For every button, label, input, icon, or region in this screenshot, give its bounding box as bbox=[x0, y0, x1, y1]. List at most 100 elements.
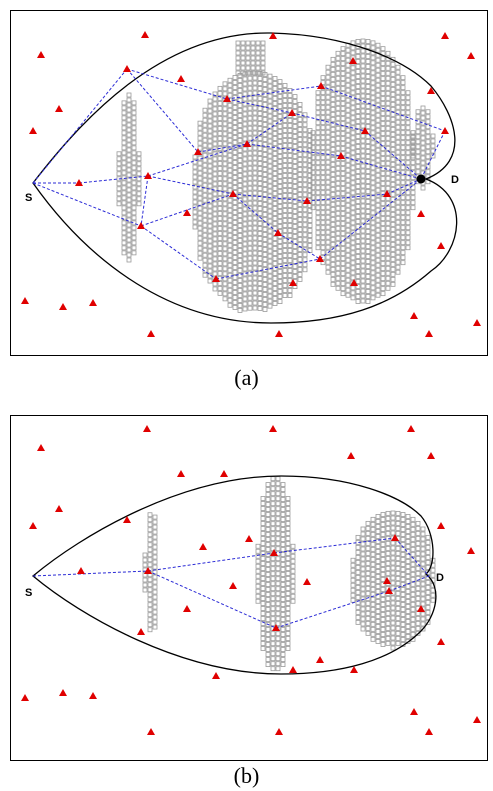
obstacle-cell bbox=[345, 207, 351, 213]
obstacle-cell bbox=[292, 274, 298, 279]
obstacle-cell bbox=[385, 160, 391, 166]
obstacle-cell bbox=[222, 271, 228, 277]
source-label: S bbox=[25, 192, 32, 204]
obstacle-cell bbox=[325, 264, 331, 270]
obstacle-cell bbox=[252, 135, 258, 141]
obstacle-cell bbox=[320, 200, 326, 206]
obstacle-cell bbox=[282, 223, 288, 228]
obstacle-cell bbox=[292, 269, 298, 274]
obstacle-cell bbox=[287, 228, 293, 233]
obstacle-cell bbox=[292, 229, 298, 234]
obstacle-cell bbox=[232, 110, 238, 115]
obstacle-cell bbox=[242, 276, 248, 282]
obstacle-cell bbox=[280, 632, 286, 637]
obstacle-cell bbox=[360, 163, 366, 169]
obstacle-cell bbox=[380, 66, 386, 72]
obstacle-cell bbox=[365, 550, 371, 556]
obstacle-cell bbox=[355, 299, 361, 304]
obstacle-cell bbox=[262, 127, 268, 132]
obstacle-cell bbox=[280, 482, 286, 487]
obstacle-cell bbox=[425, 169, 431, 175]
obstacle-cell bbox=[350, 275, 356, 281]
obstacle-cell bbox=[227, 177, 233, 183]
obstacle-cell bbox=[285, 646, 291, 651]
obstacle-cell bbox=[232, 215, 238, 220]
obstacle-cell bbox=[262, 202, 268, 207]
obstacle-cell bbox=[302, 267, 308, 273]
obstacle-cell bbox=[385, 260, 391, 266]
obstacle-cell bbox=[292, 94, 298, 99]
obstacle-cell bbox=[385, 560, 391, 566]
obstacle-cell bbox=[297, 116, 303, 122]
obstacle-cell bbox=[395, 580, 401, 586]
obstacle-cell bbox=[227, 147, 233, 153]
obstacle-cell bbox=[330, 111, 336, 117]
obstacle-cell bbox=[287, 148, 293, 153]
obstacle-cell bbox=[280, 547, 286, 552]
obstacle-cell bbox=[380, 121, 386, 127]
obstacle-cell bbox=[247, 190, 253, 196]
obstacle-cell bbox=[232, 90, 238, 95]
obstacle-cell bbox=[265, 557, 271, 562]
obstacle-cell bbox=[287, 253, 293, 258]
obstacle-cell bbox=[202, 117, 208, 123]
obstacle-cell bbox=[340, 261, 346, 267]
route-edge bbox=[126, 68, 228, 100]
sensor-node-icon bbox=[123, 516, 131, 523]
obstacle-cell bbox=[310, 130, 316, 136]
obstacle-cell bbox=[152, 614, 158, 620]
obstacle-cell bbox=[262, 232, 268, 237]
obstacle-cell bbox=[247, 230, 253, 236]
obstacle-cell bbox=[400, 255, 406, 261]
obstacle-cell bbox=[272, 81, 278, 86]
obstacle-cell bbox=[365, 69, 371, 74]
obstacle-cell bbox=[212, 176, 218, 182]
route-edge bbox=[140, 225, 217, 280]
obstacle-cell bbox=[315, 105, 321, 111]
obstacle-cell bbox=[310, 195, 316, 201]
obstacle-cell bbox=[265, 592, 271, 597]
obstacle-cell bbox=[277, 274, 283, 279]
obstacle-cell bbox=[147, 587, 153, 593]
obstacle-cell bbox=[385, 80, 391, 86]
obstacle-cell bbox=[380, 637, 386, 642]
obstacle-cell bbox=[415, 129, 421, 135]
obstacle-cell bbox=[385, 250, 391, 256]
obstacle-cell bbox=[365, 194, 371, 199]
obstacle-cell bbox=[330, 191, 336, 197]
obstacle-cell bbox=[420, 536, 426, 542]
obstacle-cell bbox=[265, 542, 271, 547]
obstacle-cell bbox=[335, 280, 341, 286]
obstacle-cell bbox=[390, 86, 396, 92]
obstacle-cell bbox=[270, 536, 276, 542]
obstacle-cell bbox=[355, 164, 361, 169]
route-edge bbox=[388, 575, 430, 592]
obstacle-cell bbox=[365, 264, 371, 269]
obstacle-cell bbox=[320, 235, 326, 241]
obstacle-cell bbox=[237, 182, 243, 188]
obstacle-cell bbox=[385, 230, 391, 236]
obstacle-cell bbox=[335, 185, 341, 191]
obstacle-cell bbox=[147, 592, 153, 598]
obstacle-cell bbox=[365, 84, 371, 89]
obstacle-cell bbox=[370, 295, 376, 301]
obstacle-cell bbox=[232, 230, 238, 235]
obstacle-cell bbox=[400, 225, 406, 231]
obstacle-cell bbox=[277, 154, 283, 159]
obstacle-cell bbox=[272, 241, 278, 246]
obstacle-cell bbox=[257, 296, 263, 301]
obstacle-cell bbox=[320, 220, 326, 226]
obstacle-cell bbox=[330, 241, 336, 247]
obstacle-cell bbox=[267, 128, 273, 134]
obstacle-cell bbox=[202, 247, 208, 253]
obstacle-cell bbox=[335, 175, 341, 181]
obstacle-cell bbox=[242, 131, 248, 137]
obstacle-cell bbox=[265, 622, 271, 627]
obstacle-cell bbox=[400, 85, 406, 91]
sensor-node-icon bbox=[59, 303, 67, 310]
obstacle-cell bbox=[192, 204, 198, 210]
obstacle-cell bbox=[267, 248, 273, 254]
obstacle-cell bbox=[202, 147, 208, 153]
obstacle-cell bbox=[235, 65, 241, 71]
obstacle-cell bbox=[247, 220, 253, 226]
